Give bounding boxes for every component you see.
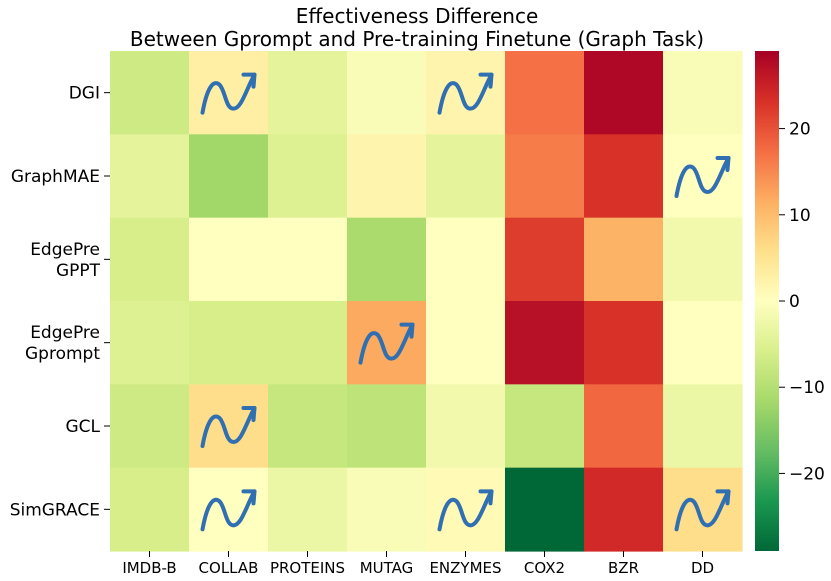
heatmap-cell [110, 301, 190, 385]
trend-up-arrow-icon [674, 489, 731, 532]
row-label: Gprompt [25, 344, 100, 364]
row-label: GraphMAE [11, 167, 100, 187]
column-label: BZR [608, 559, 639, 577]
heatmap-cell [189, 467, 269, 552]
heatmap-cell [189, 384, 269, 469]
heatmap-cell [268, 134, 348, 219]
column-label: PROTEINS [270, 559, 345, 577]
heatmap-cell [584, 51, 664, 135]
heatmap-cell [505, 134, 585, 219]
column-labels: IMDB-B COLLAB PROTEINS MUTAG ENZYMES COX2 BZR D… [122, 551, 714, 577]
heatmap-cell [189, 51, 269, 135]
column-label: ENZYMES [429, 559, 501, 577]
row-label: SimGRACE [10, 500, 100, 520]
column-label: COLLAB [199, 559, 259, 577]
heatmap-cell [584, 301, 664, 385]
heatmap-cell [189, 217, 269, 302]
column-label: IMDB-B [122, 559, 176, 577]
trend-up-arrow-icon [437, 72, 494, 115]
trend-up-arrow-icon [358, 322, 415, 365]
colorbar-tick-label: 10 [789, 206, 811, 226]
heatmap-cell [189, 301, 269, 385]
heatmap-cell [426, 301, 506, 385]
trend-up-arrow-icon [437, 489, 494, 532]
row-label: GPPT [56, 261, 101, 281]
heatmap-cell [268, 51, 348, 135]
heatmap-cell [110, 134, 190, 219]
heatmap-cell [268, 384, 348, 469]
heatmap-cell [584, 384, 664, 469]
heatmap-cell [663, 301, 743, 385]
heatmap-cell [110, 384, 190, 469]
row-label: EdgePre [30, 323, 100, 343]
heatmap-cell [426, 467, 506, 552]
heatmap-cell [347, 217, 427, 302]
column-label: MUTAG [360, 559, 414, 577]
heatmap-cell [505, 467, 585, 552]
colorbar-tick-label: 0 [789, 292, 800, 312]
heatmap-cell [110, 217, 190, 302]
heatmap-cell [110, 51, 190, 135]
heatmap-cell [584, 134, 664, 219]
colorbar-tick-label: −20 [789, 464, 825, 484]
heatmap-cell [189, 134, 269, 219]
heatmap-cell [268, 301, 348, 385]
heatmap-cell [505, 384, 585, 469]
heatmap-cell [426, 217, 506, 302]
trend-markers [200, 72, 731, 532]
heatmap-cells [110, 51, 743, 552]
trend-up-arrow-icon [674, 156, 731, 198]
heatmap-cell [268, 467, 348, 552]
column-label: COX2 [524, 559, 565, 577]
heatmap-cell [584, 467, 664, 552]
heatmap-cell [347, 134, 427, 219]
heatmap-cell [347, 51, 427, 135]
trend-up-arrow-icon [200, 489, 257, 532]
heatmap-cell [110, 467, 190, 552]
trend-up-arrow-icon [200, 406, 257, 448]
heatmap-cell [426, 51, 506, 135]
trend-up-arrow-icon [200, 72, 257, 115]
heatmap-cell [505, 51, 585, 135]
heatmap-cell [663, 134, 743, 219]
heatmap-cell [663, 217, 743, 302]
chart-title-line-2: Between Gprompt and Pre-training Finetun… [130, 27, 704, 51]
colorbar-tick-label: 20 [789, 120, 811, 140]
column-label: DD [691, 559, 714, 577]
heatmap-cell [426, 134, 506, 219]
row-label: DGI [69, 84, 100, 104]
heatmap-cell [663, 467, 743, 552]
heatmap-cell [347, 467, 427, 552]
heatmap-cell [663, 384, 743, 469]
heatmap-cell [347, 301, 427, 385]
colorbar [755, 51, 779, 551]
row-labels: DGIGraphMAEEdgePreGPPTEdgePreGpromptGCLS… [10, 84, 110, 520]
heatmap-cell [505, 217, 585, 302]
heatmap-cell [505, 301, 585, 385]
chart-title-line-1: Effectiveness Difference [296, 4, 539, 28]
heatmap-cell [426, 384, 506, 469]
colorbar-tick-label: −10 [789, 378, 825, 398]
heatmap-cell [663, 51, 743, 135]
row-label: GCL [65, 417, 100, 437]
row-label: EdgePre [30, 240, 100, 260]
heatmap-cell [584, 217, 664, 302]
heatmap-cell [268, 217, 348, 302]
colorbar-ticks: 20 10 0 −10 −20 [779, 120, 825, 484]
heatmap-cell [347, 384, 427, 469]
